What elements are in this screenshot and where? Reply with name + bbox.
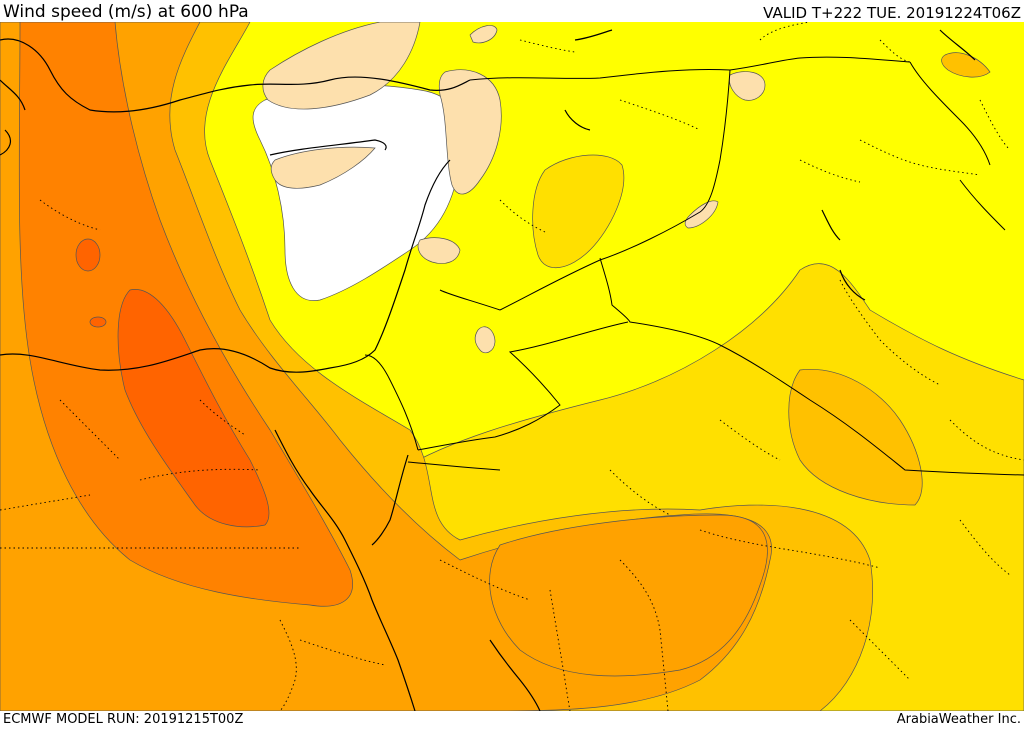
credit-label: ArabiaWeather Inc. [896,712,1021,727]
country-borders [364,56,1024,476]
field-light-tan-coast [417,237,461,264]
field-yellow-orange-north [532,154,625,269]
field-orange-east-blob [489,514,768,677]
map-title: Wind speed (m/s) at 600 hPa [3,2,249,22]
field-red-orange-spot-2 [89,316,107,328]
wind-speed-map [0,22,1024,711]
model-run-label: ECMWF MODEL RUN: 20191215T00Z [3,712,244,727]
field-light-tan-top [469,25,498,44]
header-bar: Wind speed (m/s) at 600 hPa VALID T+222 … [0,0,1024,22]
field-light-tan-cyprus [270,146,376,189]
field-light-tan-iraq [729,71,766,101]
field-orange-light-east [788,369,923,506]
field-red-orange [117,289,270,528]
field-red-orange-spot-1 [75,238,101,272]
valid-time-label: VALID T+222 TUE. 20191224T06Z [763,4,1021,22]
footer-bar: ECMWF MODEL RUN: 20191215T00Z ArabiaWeat… [0,711,1024,729]
field-light-tan-levant [438,69,502,195]
coastlines [0,29,976,711]
field-light-tan-island [474,326,496,354]
field-light-tan-gulf [684,200,719,229]
field-light-tan-north [262,22,421,110]
dotted-boundaries [0,22,1024,711]
